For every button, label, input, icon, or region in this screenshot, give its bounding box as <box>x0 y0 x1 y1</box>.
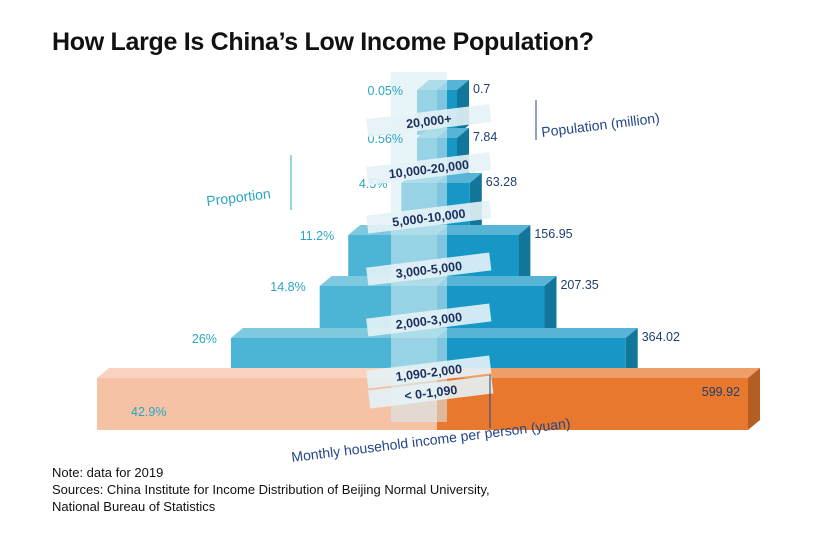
chart-title: How Large Is China’s Low Income Populati… <box>52 28 594 56</box>
proportion-bar-0-top-face <box>97 368 449 378</box>
population-label-2: 207.35 <box>560 278 598 292</box>
population-label-4: 63.28 <box>486 175 517 189</box>
population-label-3: 156.95 <box>534 227 572 241</box>
income-band-bg-4 <box>366 200 492 234</box>
income-band-bg-0 <box>368 375 494 409</box>
proportion-label-3: 11.2% <box>300 229 335 243</box>
income-band-6: 20,000+ <box>366 104 492 138</box>
sources-text-line1: Sources: China Institute for Income Dist… <box>52 482 490 497</box>
proportion-label-6: 0.05% <box>368 84 403 98</box>
population-bar-4-top-face <box>437 173 482 183</box>
note-text: Note: data for 2019 <box>52 465 164 480</box>
population-bar-0-top-face <box>437 368 760 378</box>
population-bar-1-top-face <box>437 328 638 338</box>
notes: Note: data for 2019 Sources: China Insti… <box>52 464 490 515</box>
population-label-1: 364.02 <box>642 330 680 344</box>
proportion-label-2: 14.8% <box>270 280 305 294</box>
sources-text-line2: National Bureau of Statistics <box>52 499 216 514</box>
population-bar-0-side-face <box>748 368 760 430</box>
proportion-label-1: 26% <box>192 332 217 346</box>
income-band-label-6: 20,000+ <box>405 112 452 131</box>
income-band-bg-6 <box>366 104 492 138</box>
income-band-1: 1,090-2,000 <box>366 355 492 389</box>
population-bar-2-top-face <box>437 276 557 286</box>
pyramid-chart: 0.05%0.70.56%7.844.5%63.2811.2%156.9514.… <box>97 72 760 465</box>
population-axis-title: Population (million) <box>540 110 660 140</box>
population-bar-2-side-face <box>544 276 557 338</box>
income-band-bg-2 <box>366 303 492 337</box>
income-band-bg-3 <box>366 252 492 286</box>
income-band-3: 3,000-5,000 <box>366 252 492 286</box>
income-band-0: < 0-1,090 <box>368 375 494 409</box>
population-bar-3-top-face <box>437 225 531 235</box>
income-band-bg-5 <box>366 152 492 186</box>
labels-layer: 0.05%0.70.56%7.844.5%63.2811.2%156.9514.… <box>131 82 740 419</box>
proportion-axis-title: Proportion <box>205 185 271 209</box>
population-label-0: 599.92 <box>702 385 740 399</box>
income-band-label-0: < 0-1,090 <box>404 383 459 403</box>
population-label-6: 0.7 <box>473 82 490 96</box>
population-label-5: 7.84 <box>473 130 497 144</box>
income-band-4: 5,000-10,000 <box>366 200 492 234</box>
proportion-label-0: 42.9% <box>131 405 166 419</box>
income-band-2: 2,000-3,000 <box>366 303 492 337</box>
population-bar-3-side-face <box>518 225 531 287</box>
income-band-bg-1 <box>366 355 492 389</box>
